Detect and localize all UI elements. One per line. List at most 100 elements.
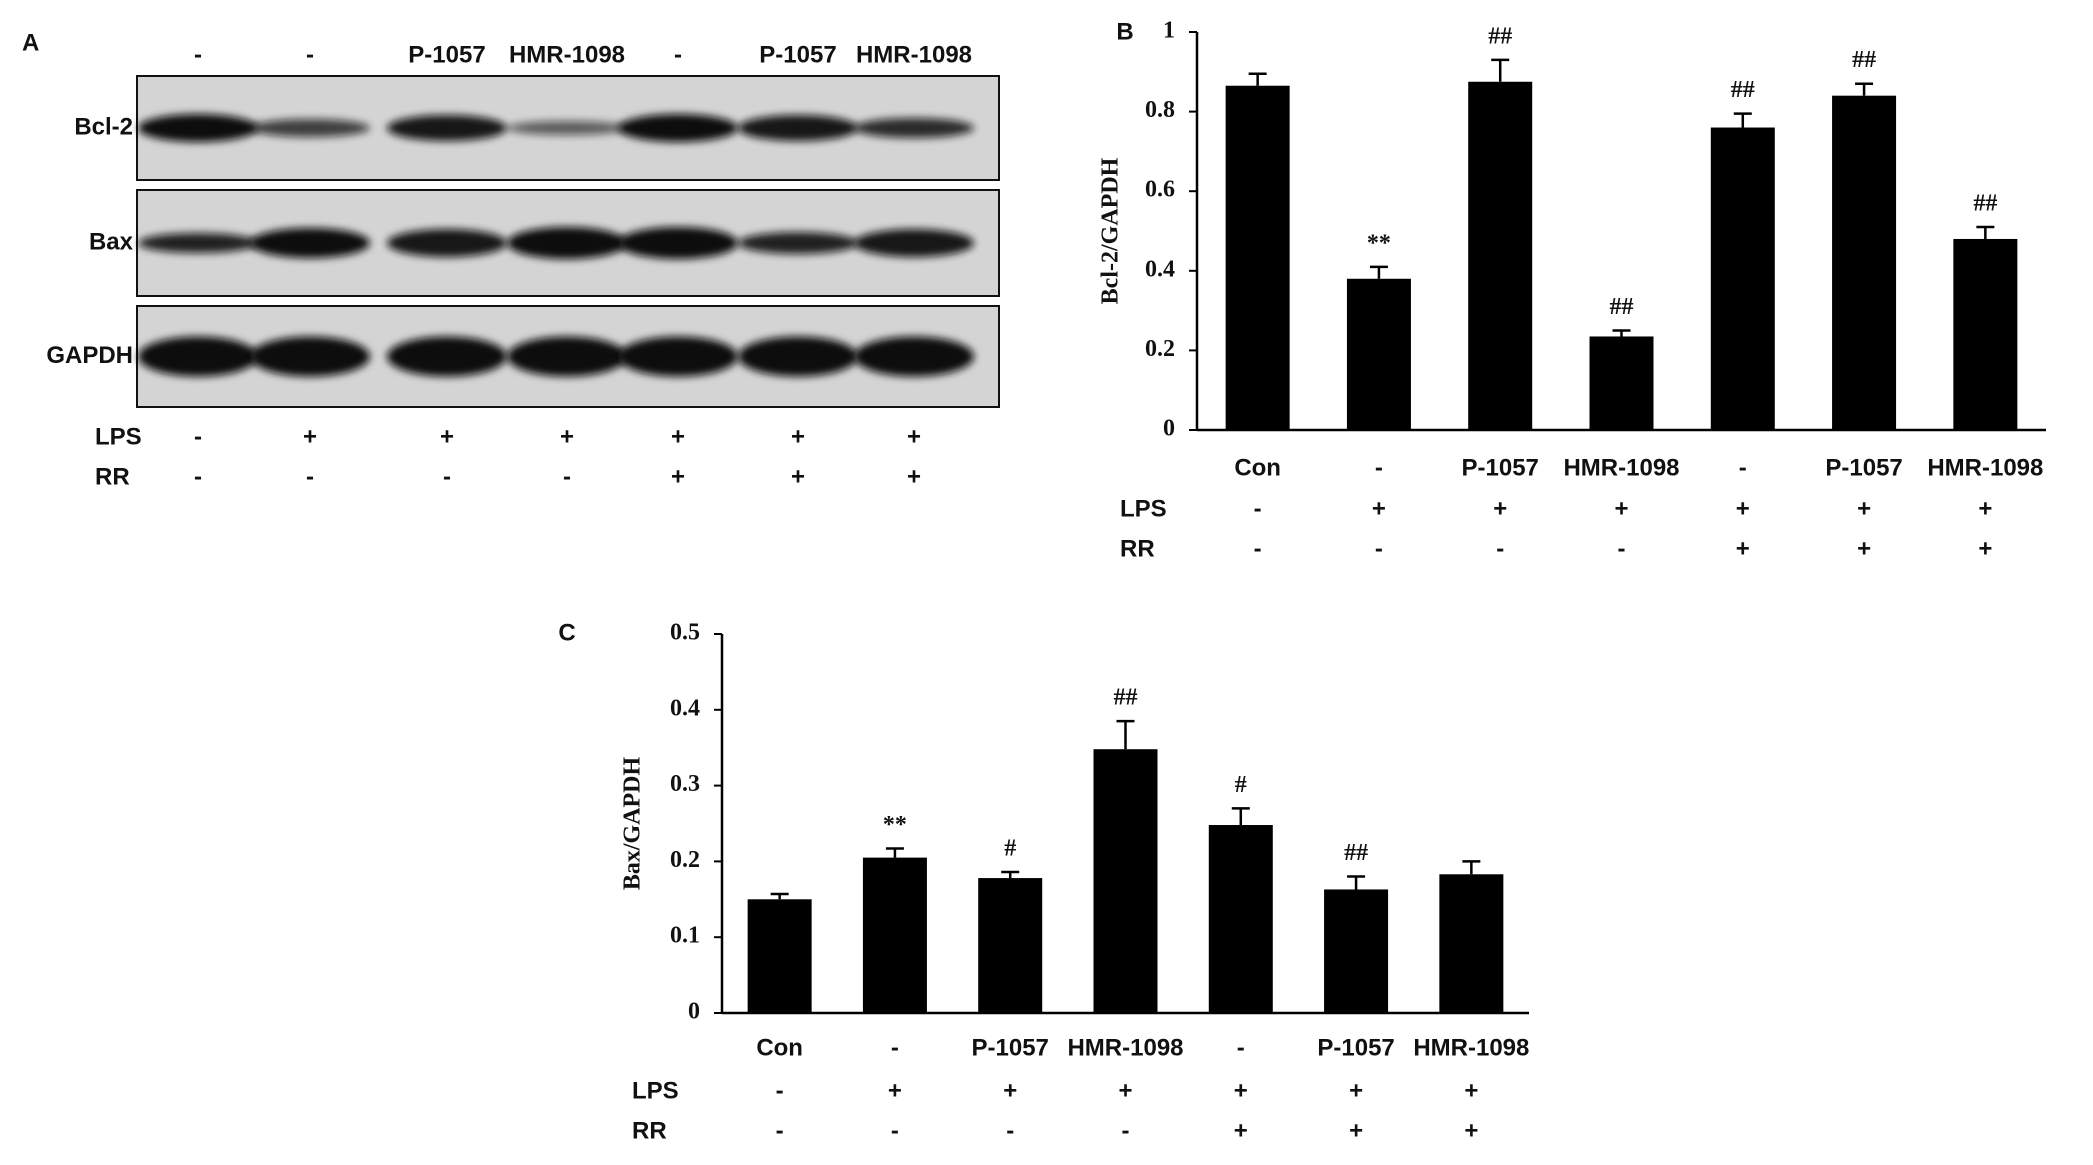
y-tick-label: 0 xyxy=(1163,416,1175,442)
row-value: + xyxy=(888,1077,902,1104)
protein-label: GAPDH xyxy=(46,342,133,369)
y-tick-label: 0.4 xyxy=(670,695,700,721)
blot-band xyxy=(138,114,258,142)
row-value: - xyxy=(306,463,314,490)
panel-label: A xyxy=(22,29,39,56)
row-value: - xyxy=(1006,1117,1014,1144)
error-bar xyxy=(1976,225,1995,239)
bar xyxy=(747,899,812,1013)
blot-band xyxy=(387,229,507,257)
x-tick-label: Con xyxy=(1234,454,1281,481)
row-value: + xyxy=(1372,495,1386,522)
row-value: + xyxy=(1234,1077,1248,1104)
x-tick-label: - xyxy=(1739,454,1747,481)
error-bar xyxy=(1369,265,1388,279)
error-bar xyxy=(1462,860,1481,875)
row-value: + xyxy=(791,423,805,450)
annotation: # xyxy=(1004,836,1016,862)
bar xyxy=(1589,336,1654,430)
error-bar xyxy=(1248,72,1267,86)
row-value: - xyxy=(1618,535,1626,562)
error-bar xyxy=(1855,82,1874,96)
x-tick-label: HMR-1098 xyxy=(1927,454,2043,481)
row-value: + xyxy=(1234,1117,1248,1144)
x-tick-label: Con xyxy=(756,1034,803,1061)
row-value: + xyxy=(1736,495,1750,522)
blot-band xyxy=(618,336,738,377)
annotation: ** xyxy=(1367,230,1391,256)
row-value: + xyxy=(1614,495,1628,522)
annotation: ** xyxy=(883,812,907,838)
y-axis-label: Bcl-2/GAPDH xyxy=(1098,157,1124,304)
row-value: + xyxy=(1978,535,1992,562)
error-bar xyxy=(1491,58,1510,82)
blot-band xyxy=(738,115,858,141)
error-bar xyxy=(1116,719,1135,750)
blot-band xyxy=(387,115,507,141)
y-tick-label: 0.6 xyxy=(1145,177,1175,203)
row-value: - xyxy=(1254,495,1262,522)
x-tick-label: HMR-1098 xyxy=(1067,1034,1183,1061)
y-axis-label: Bax/GAPDH xyxy=(620,757,646,891)
y-tick-label: 0.3 xyxy=(670,771,700,797)
annotation: ## xyxy=(1488,23,1512,49)
lane-label: - xyxy=(674,41,682,68)
row-value: + xyxy=(907,423,921,450)
annotation: ## xyxy=(1852,47,1876,73)
blot-band xyxy=(507,336,627,377)
blot-band xyxy=(138,336,258,377)
bar xyxy=(1324,889,1389,1013)
bar xyxy=(1208,825,1273,1013)
lane-label: - xyxy=(306,41,314,68)
row-value: + xyxy=(1349,1077,1363,1104)
x-tick-label: HMR-1098 xyxy=(1563,454,1679,481)
bar xyxy=(1225,85,1290,430)
blot-band xyxy=(738,336,858,377)
row-value: - xyxy=(194,463,202,490)
blot-band xyxy=(250,228,370,258)
row-value: - xyxy=(1375,535,1383,562)
x-tick-label: - xyxy=(1375,454,1383,481)
bar xyxy=(1346,278,1411,430)
annotation: ## xyxy=(1344,840,1368,866)
blot-band xyxy=(387,336,507,377)
x-tick-label: - xyxy=(1237,1034,1245,1061)
row-value: - xyxy=(776,1117,784,1144)
row-value: + xyxy=(671,463,685,490)
blot-band xyxy=(507,121,627,135)
row-value: + xyxy=(1349,1117,1363,1144)
row-label: LPS xyxy=(1120,495,1167,522)
annotation: ## xyxy=(1973,191,1997,217)
lane-label: HMR-1098 xyxy=(509,41,625,68)
y-tick-label: 0 xyxy=(688,999,700,1025)
blot-band xyxy=(250,119,370,137)
y-tick-label: 0.2 xyxy=(1145,336,1175,362)
x-tick-label: P-1057 xyxy=(1462,454,1539,481)
row-value: + xyxy=(1857,495,1871,522)
row-value: + xyxy=(907,463,921,490)
error-bar xyxy=(1347,875,1366,890)
row-value: + xyxy=(671,423,685,450)
row-value: - xyxy=(1496,535,1504,562)
blot-band xyxy=(250,336,370,377)
protein-label: Bcl-2 xyxy=(74,113,133,140)
row-value: - xyxy=(776,1077,784,1104)
row-value: + xyxy=(1464,1077,1478,1104)
bar xyxy=(1439,874,1504,1013)
bar xyxy=(1468,81,1533,430)
annotation: ## xyxy=(1114,685,1138,711)
lane-label: HMR-1098 xyxy=(856,41,972,68)
y-tick-label: 0.1 xyxy=(670,923,700,949)
lane-label: P-1057 xyxy=(759,41,836,68)
row-value: + xyxy=(1736,535,1750,562)
annotation: # xyxy=(1235,772,1247,798)
error-bar xyxy=(885,847,904,858)
error-bar xyxy=(1733,112,1752,128)
blot-band xyxy=(138,233,258,253)
blot-band xyxy=(738,232,858,254)
bar xyxy=(1093,749,1158,1013)
protein-label: Bax xyxy=(89,228,134,255)
panel-label: C xyxy=(558,619,575,646)
row-value: - xyxy=(563,463,571,490)
row-value: - xyxy=(1254,535,1262,562)
